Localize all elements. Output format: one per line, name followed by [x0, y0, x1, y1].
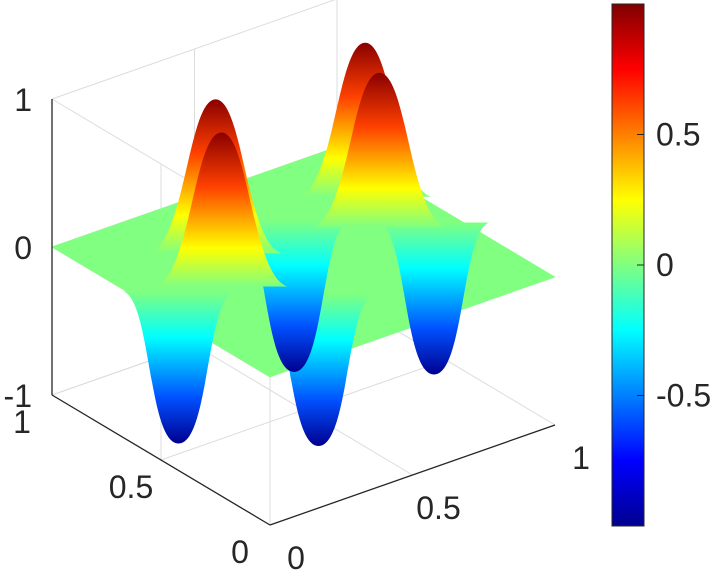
- colorbar-tick-label: 0.5: [656, 117, 700, 153]
- y-axis-line: [51, 394, 271, 526]
- x-tick-label: 1: [572, 440, 590, 476]
- z-tick-label: 0: [14, 230, 32, 266]
- x-tick-label: 0.5: [416, 490, 460, 526]
- x-tick-label: 0: [287, 540, 305, 576]
- y-tick-label: 0: [231, 534, 249, 570]
- x-axis-line: [269, 424, 556, 526]
- z-tick-label: 1: [14, 82, 32, 118]
- z-tick-label: -1: [4, 378, 32, 414]
- colorbar: -0.5 0 0.5: [611, 3, 711, 527]
- colorbar-tick-label: 0: [656, 247, 674, 283]
- surface-trough: [123, 291, 234, 444]
- surface-plot: [51, 42, 556, 446]
- surface-trough: [239, 220, 350, 372]
- surface-trough: [379, 222, 490, 375]
- surface-peak: [313, 72, 446, 227]
- y-tick-label: 1: [13, 404, 31, 440]
- y-tick-label: 0.5: [109, 469, 153, 505]
- axes-lines: [51, 99, 556, 526]
- colorbar-tick-label: -0.5: [656, 378, 711, 414]
- surface-peak: [155, 132, 288, 287]
- grid-line: [51, 0, 336, 100]
